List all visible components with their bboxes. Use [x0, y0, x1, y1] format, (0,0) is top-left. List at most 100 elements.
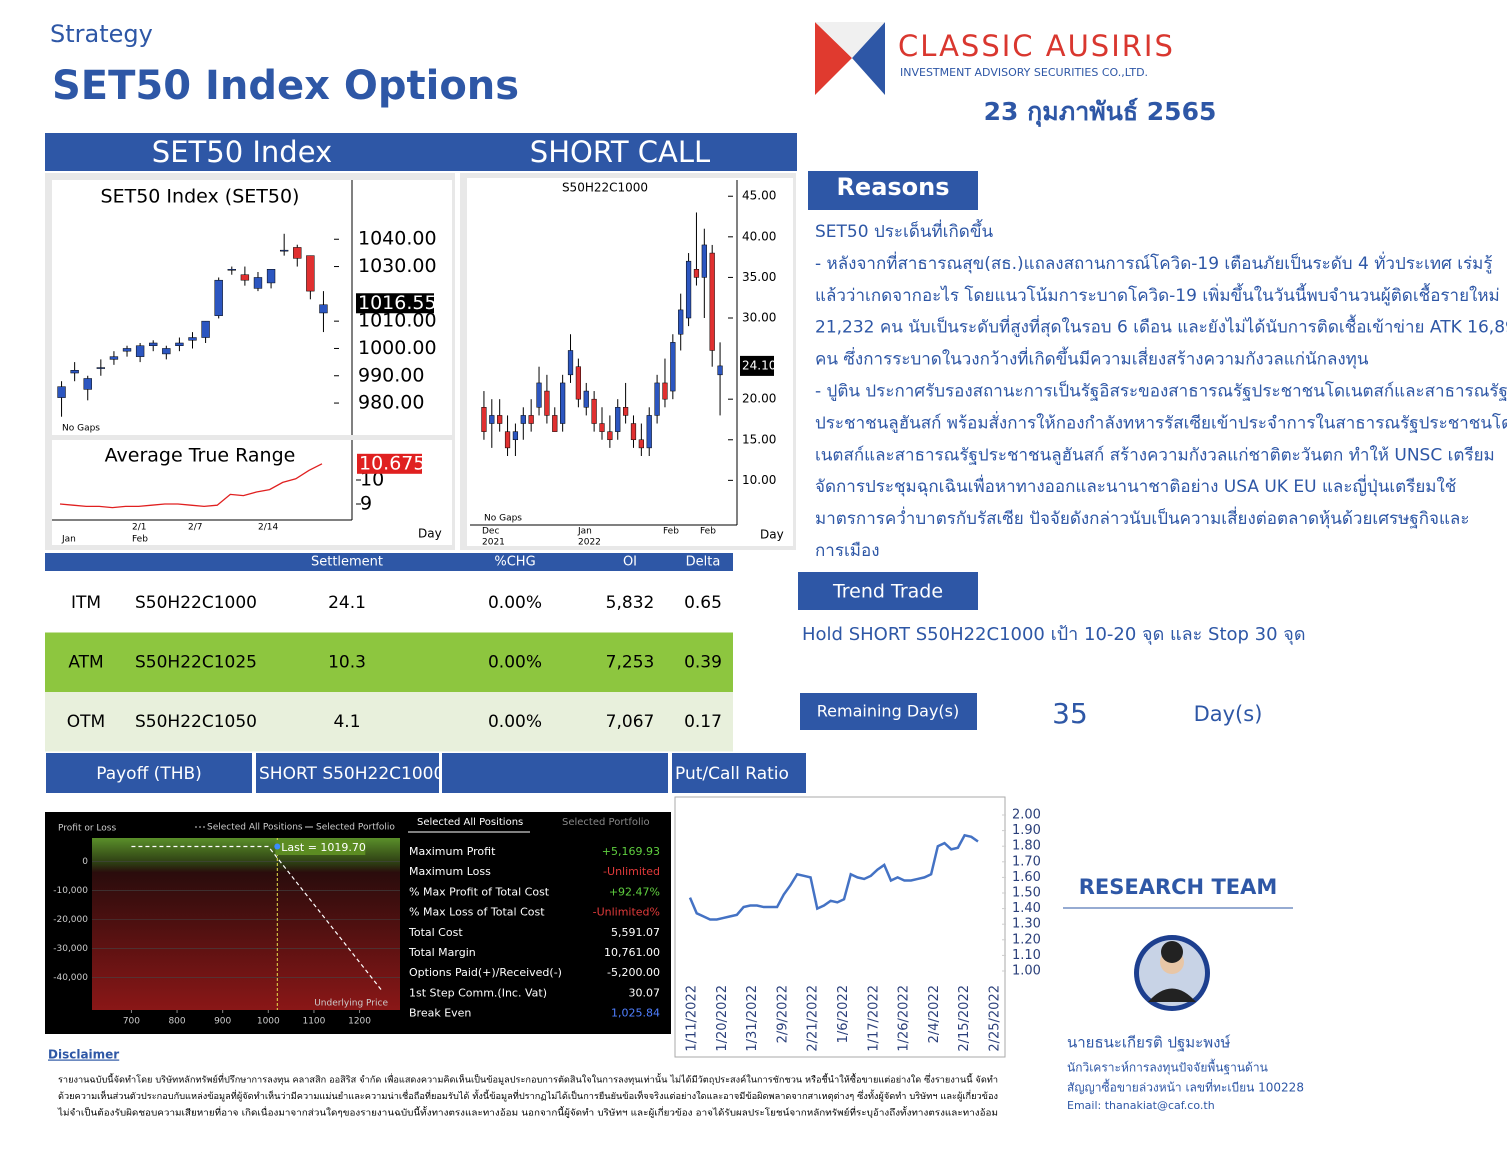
tab-label: Payoff (THB)	[96, 764, 202, 784]
candle-body	[135, 345, 145, 357]
candle-body	[607, 431, 613, 441]
disclaimer-line: รายงานฉบับนี้จัดทำโดย บริษัทหลักทรัพย์ที…	[58, 1073, 998, 1086]
candle-body	[214, 279, 223, 316]
y-tick-label: -40,000	[53, 973, 88, 983]
candle-body	[536, 382, 542, 408]
x-tick-label: 1100	[302, 1017, 325, 1027]
x-tick-label: 1/6/2022	[836, 985, 851, 1043]
y-tick-label: 20.00	[742, 392, 776, 406]
x-label: 2022	[578, 538, 601, 548]
y-tick-label: 1.20	[1012, 932, 1041, 947]
x-label: Jan	[61, 535, 76, 545]
y-tick-label: 1.10	[1012, 948, 1041, 963]
candle-body	[70, 370, 79, 374]
payoff-plot	[92, 838, 400, 1010]
remaining-value: 35	[1052, 697, 1088, 730]
banner	[45, 133, 797, 171]
table-row	[45, 573, 733, 633]
table-cell: 0.00%	[488, 653, 542, 673]
candle-body	[528, 415, 534, 424]
logo-gap	[815, 22, 885, 58]
candle-body	[481, 407, 487, 432]
summary-label: % Max Loss of Total Cost	[409, 906, 545, 919]
chart-note: No Gaps	[484, 514, 522, 524]
x-axis-label: Day	[760, 528, 784, 542]
table-cell: 10.3	[328, 653, 366, 673]
y-tick-label: 45.00	[742, 189, 776, 203]
tab	[256, 753, 439, 793]
banner-label: SET50 Index	[152, 135, 332, 169]
table-cell: 24.1	[328, 593, 366, 613]
analyst-email: Email: thanakiat@caf.co.th	[1067, 1099, 1215, 1112]
summary-value: 10,761.00	[604, 946, 660, 959]
candle-body	[662, 382, 668, 400]
last-price: 24.10	[742, 358, 776, 372]
section-heading-text: Trend Trade	[832, 581, 943, 603]
x-axis-label: Underlying Price	[314, 999, 388, 1009]
y-tick-label: -20,000	[53, 915, 88, 925]
table-row	[45, 692, 733, 752]
table-header	[45, 553, 733, 571]
last-box	[275, 840, 366, 855]
table-cell: S50H22C1000	[135, 593, 257, 613]
avatar-hair	[1161, 941, 1183, 963]
logo-blue	[852, 22, 885, 95]
last-value: 10.675	[359, 452, 425, 474]
chart-title: S50H22C1000	[562, 181, 648, 195]
summary-value: +5,169.93	[602, 845, 660, 858]
reason-line: 21,232 คน นับเป็นระดับที่สูงที่สุดในรอบ …	[815, 315, 1507, 338]
x-label: 2021	[482, 538, 505, 548]
summary-value: -Unlimited%	[593, 906, 660, 919]
reason-line: เนตสก์และสาธารณรัฐประชาชนลูฮันสก์ สร้างค…	[815, 444, 1495, 465]
disclaimer-line: ด้วยความเห็นส่วนตัวประกอบกับแหล่งข้อมูลท…	[58, 1089, 998, 1102]
candle-body	[266, 269, 276, 284]
trend-text: Hold SHORT S50H22C1000 เป้า 10-20 จุด แล…	[802, 624, 1306, 645]
plot	[467, 178, 793, 546]
x-label: 2/1	[132, 523, 146, 533]
plot	[52, 180, 352, 435]
disclaimer-line: ไม่จำเป็นต้องรับผิดชอบความเสียหายที่อาจ …	[57, 1106, 998, 1119]
candle-body	[717, 365, 723, 376]
y-tick-label: 1.30	[1012, 917, 1041, 932]
avatar-body	[1148, 988, 1196, 1002]
logo-name: CLASSIC AUSIRIS	[898, 29, 1175, 63]
summary-value: -Unlimited	[603, 865, 660, 878]
x-tick-label: 1/20/2022	[715, 985, 730, 1052]
candle-body	[319, 304, 328, 314]
candle-body	[96, 367, 106, 369]
tab	[442, 753, 668, 793]
x-label: Feb	[132, 535, 148, 545]
x-tick-label: 2/15/2022	[957, 985, 972, 1052]
candle-body	[552, 415, 558, 432]
table-header-cell: Delta	[686, 555, 721, 570]
last-price-box	[356, 293, 434, 314]
x-label: Feb	[663, 527, 679, 537]
candle-body	[122, 348, 132, 352]
category: Strategy	[50, 20, 153, 48]
analyst-role: นักวิเคราะห์การลงทุนปัจจัยพื้นฐานด้าน	[1067, 1059, 1268, 1076]
x-tick-label: 800	[168, 1017, 185, 1027]
summary-tab: Selected Portfolio	[562, 817, 650, 828]
table-row	[45, 632, 733, 692]
y-tick-label: 15.00	[742, 432, 776, 446]
analyst-name: นายธนะเกียรติ ปฐมะพงษ์	[1067, 1034, 1231, 1052]
table-header-cell: %CHG	[494, 555, 535, 570]
summary-value: +92.47%	[609, 885, 660, 898]
y-tick-label: -30,000	[53, 944, 88, 954]
legend-label: Selected Portfolio	[316, 823, 395, 833]
chart-title: Average True Range	[105, 445, 296, 467]
summary-label: Maximum Loss	[409, 865, 491, 878]
last-price-box	[740, 355, 774, 376]
section-heading-text: Reasons	[836, 173, 949, 201]
candle-body	[57, 386, 66, 398]
candle-body	[638, 439, 644, 449]
table-cell: S50H22C1025	[135, 653, 257, 673]
y-tick-label: 1.80	[1012, 839, 1041, 854]
x-tick-label: 1/17/2022	[866, 985, 881, 1052]
atr-line	[59, 463, 323, 509]
candle-body	[709, 252, 715, 351]
y-tick-label: 980.00	[358, 392, 424, 414]
candle-body	[293, 247, 302, 259]
tab-label: Put/Call Ratio	[675, 764, 789, 784]
candle-body	[670, 342, 676, 392]
